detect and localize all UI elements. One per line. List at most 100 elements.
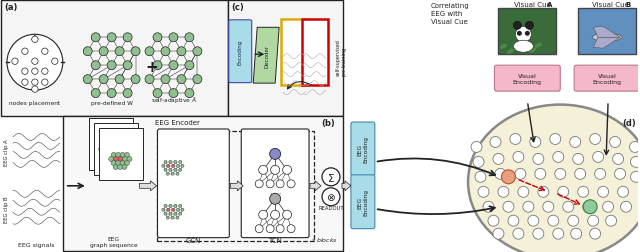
Circle shape	[610, 137, 621, 148]
Circle shape	[185, 61, 194, 70]
Text: Visual
Encoding: Visual Encoding	[513, 73, 542, 84]
Circle shape	[475, 172, 486, 183]
Circle shape	[630, 157, 640, 168]
Circle shape	[169, 204, 172, 207]
Circle shape	[538, 186, 548, 198]
Circle shape	[513, 152, 524, 163]
FancyBboxPatch shape	[241, 130, 309, 238]
Circle shape	[120, 148, 125, 153]
Circle shape	[169, 212, 172, 215]
Circle shape	[32, 37, 38, 43]
Circle shape	[12, 59, 18, 65]
Ellipse shape	[529, 48, 536, 54]
Ellipse shape	[535, 43, 542, 49]
Circle shape	[553, 152, 564, 163]
Circle shape	[42, 80, 48, 86]
Circle shape	[172, 208, 175, 211]
Circle shape	[32, 59, 38, 65]
Circle shape	[115, 151, 120, 156]
Text: (b): (b)	[321, 118, 335, 128]
Circle shape	[589, 134, 600, 145]
Circle shape	[287, 225, 295, 233]
Circle shape	[179, 161, 182, 164]
Circle shape	[32, 69, 38, 75]
Circle shape	[166, 165, 170, 168]
FancyBboxPatch shape	[302, 20, 328, 86]
Circle shape	[618, 186, 628, 198]
Circle shape	[502, 170, 515, 184]
Polygon shape	[593, 38, 620, 49]
Circle shape	[176, 216, 179, 219]
Circle shape	[525, 32, 530, 37]
Text: (c): (c)	[231, 3, 244, 12]
FancyBboxPatch shape	[89, 118, 132, 170]
Circle shape	[161, 75, 170, 84]
Circle shape	[107, 61, 116, 70]
FancyBboxPatch shape	[281, 20, 307, 86]
Circle shape	[548, 215, 559, 226]
Circle shape	[101, 143, 106, 148]
Text: EEG clip A: EEG clip A	[4, 139, 9, 166]
Circle shape	[115, 143, 120, 148]
Circle shape	[101, 151, 106, 156]
Circle shape	[32, 87, 38, 93]
Circle shape	[117, 147, 122, 152]
Circle shape	[179, 169, 182, 172]
Circle shape	[115, 75, 124, 84]
Circle shape	[269, 194, 280, 204]
Circle shape	[111, 148, 116, 153]
Circle shape	[169, 169, 172, 172]
Circle shape	[116, 161, 120, 166]
Circle shape	[120, 156, 125, 161]
Circle shape	[118, 165, 123, 170]
Ellipse shape	[468, 105, 640, 252]
Circle shape	[553, 228, 564, 239]
Circle shape	[621, 201, 632, 212]
Circle shape	[181, 208, 184, 211]
Circle shape	[510, 134, 521, 145]
Text: pre-defined W: pre-defined W	[91, 101, 132, 106]
Circle shape	[513, 22, 522, 30]
Circle shape	[113, 147, 118, 152]
Circle shape	[185, 89, 194, 98]
Circle shape	[169, 89, 178, 98]
FancyBboxPatch shape	[351, 175, 375, 229]
FancyBboxPatch shape	[99, 129, 143, 180]
Text: +: +	[145, 59, 158, 74]
FancyBboxPatch shape	[1, 1, 228, 117]
Circle shape	[145, 75, 154, 84]
Circle shape	[131, 75, 140, 84]
Circle shape	[193, 48, 202, 56]
Circle shape	[558, 186, 569, 198]
Circle shape	[114, 157, 118, 162]
Circle shape	[104, 152, 109, 157]
Circle shape	[568, 215, 579, 226]
Ellipse shape	[592, 34, 622, 42]
Circle shape	[124, 153, 129, 158]
Circle shape	[271, 210, 280, 219]
Polygon shape	[310, 181, 321, 191]
Circle shape	[177, 48, 186, 56]
Circle shape	[52, 59, 58, 65]
Circle shape	[111, 161, 116, 166]
Circle shape	[573, 154, 584, 165]
Circle shape	[109, 152, 114, 157]
Text: (d): (d)	[622, 118, 636, 128]
Circle shape	[543, 201, 554, 212]
Circle shape	[172, 165, 175, 168]
Text: EEG
graph sequence: EEG graph sequence	[90, 236, 138, 247]
Circle shape	[117, 160, 122, 165]
Circle shape	[122, 165, 127, 170]
Circle shape	[614, 169, 625, 180]
Circle shape	[517, 32, 522, 37]
Circle shape	[570, 137, 580, 148]
Circle shape	[283, 166, 292, 175]
Circle shape	[153, 61, 162, 70]
Circle shape	[145, 48, 154, 56]
Circle shape	[115, 156, 120, 161]
Circle shape	[22, 69, 28, 75]
Circle shape	[106, 151, 111, 156]
Circle shape	[153, 89, 162, 98]
Circle shape	[515, 27, 531, 43]
Circle shape	[322, 168, 340, 186]
